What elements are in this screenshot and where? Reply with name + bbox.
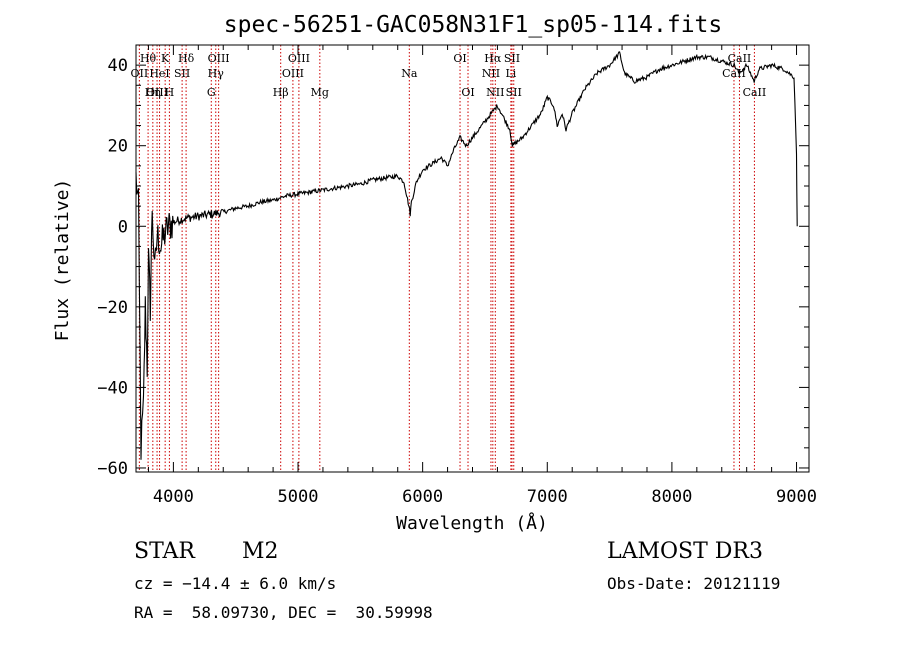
coordinates: RA = 58.09730, DEC = 30.59998 (134, 603, 433, 622)
y-axis: −60 −40 −20 0 20 40 (97, 44, 809, 479)
spectral-line-label: K (161, 52, 170, 65)
spectral-line-label: HeI (149, 67, 169, 80)
flux-series-line (135, 51, 798, 460)
spectral-line-label: Hα (484, 52, 502, 65)
spectral-line-markers (138, 45, 755, 472)
spectral-line-label: Hβ (273, 86, 289, 99)
spectral-line-label: OI (453, 52, 466, 65)
y-axis-label: Flux (relative) (52, 179, 73, 342)
spectral-line-label: SII (174, 67, 190, 80)
plot-frame (135, 44, 810, 473)
obs-date: Obs-Date: 20121119 (607, 574, 781, 593)
spectral-line-label: Li (505, 67, 516, 80)
spectral-line-label: Hη (145, 86, 161, 99)
spectral-line-label: OIII (282, 67, 304, 80)
x-axis-label: Wavelength (Å) (396, 512, 548, 534)
spectral-line-label: CaII (722, 67, 746, 80)
spectral-line-label: OII (131, 67, 149, 80)
spectral-line-label: CaII (728, 52, 752, 65)
spectral-line-label: SII (506, 86, 522, 99)
spectral-line-label: OIII (146, 86, 168, 99)
spectral-line-label: G (207, 86, 216, 99)
spectral-line-label: OI (461, 86, 474, 99)
spectral-line-label: Hθ (140, 52, 157, 65)
spectral-line-label: CaII (743, 86, 767, 99)
y-tick-label: 40 (108, 56, 128, 76)
spectral-line-label: NII (482, 67, 500, 80)
y-tick-label: −20 (97, 298, 128, 318)
spectral-line-label: OIII (288, 52, 310, 65)
y-tick-label: −60 (97, 459, 128, 479)
y-tick-label: −40 (97, 378, 128, 398)
spectral-line-label: H (165, 86, 175, 99)
spectral-line-label: SII (504, 52, 520, 65)
subclass: M2 (242, 539, 279, 564)
x-tick-label: 9000 (776, 487, 817, 507)
x-tick-label: 5000 (278, 487, 319, 507)
spectral-line-label: Na (401, 67, 418, 80)
y-tick-label: 0 (118, 217, 128, 237)
spectral-line-label: Mg (311, 86, 329, 99)
x-tick-label: 4000 (153, 487, 194, 507)
object-class: STAR (134, 539, 195, 564)
redshift-value: cz = −14.4 ± 6.0 km/s (134, 574, 337, 593)
x-axis: 4000 5000 6000 7000 8000 9000 (147, 45, 817, 507)
y-tick-label: 20 (108, 137, 128, 157)
spectral-line-label: Hγ (208, 67, 225, 80)
survey-name: LAMOST DR3 (607, 539, 763, 564)
spectral-line-label: NII (486, 86, 504, 99)
spectral-line-label: Hδ (178, 52, 195, 65)
spectral-line-label: OIII (208, 52, 230, 65)
chart-title: spec-56251-GAC058N31F1_sp05-114.fits (224, 12, 723, 38)
x-tick-label: 8000 (651, 487, 692, 507)
x-tick-label: 6000 (402, 487, 443, 507)
x-tick-label: 7000 (527, 487, 568, 507)
